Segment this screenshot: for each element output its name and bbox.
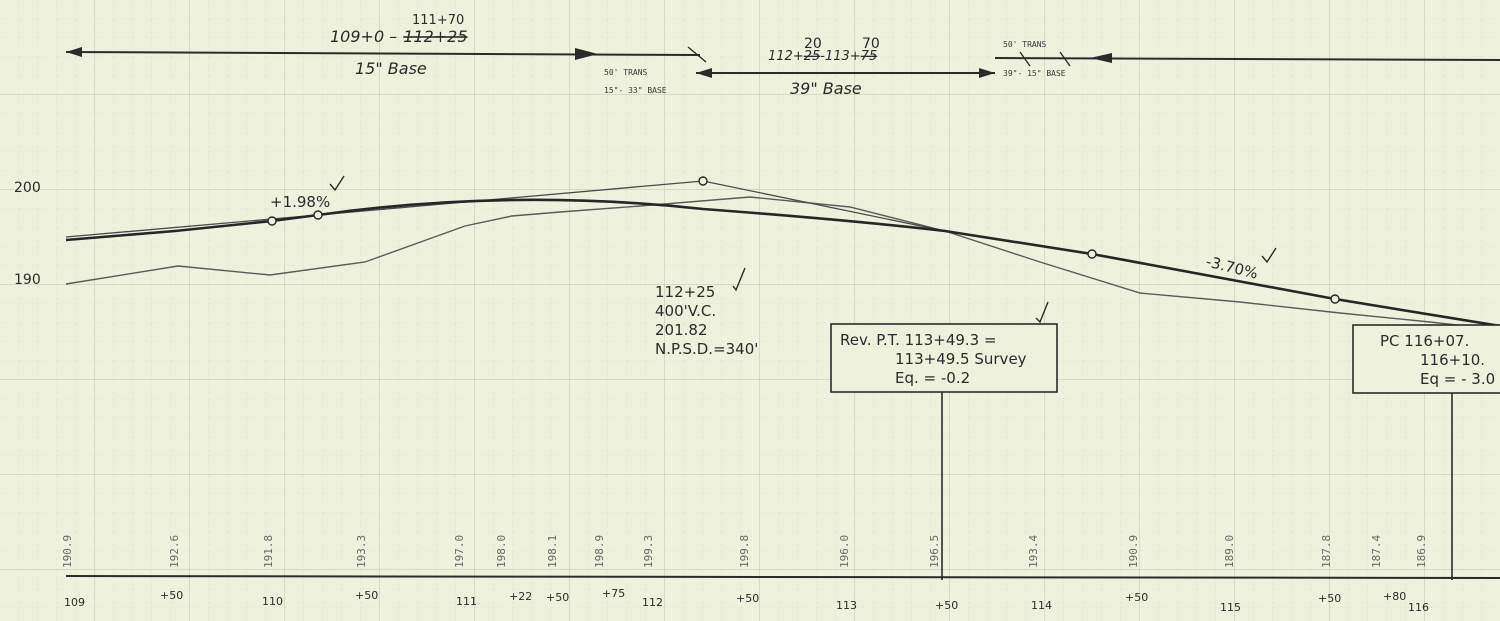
elevation-label: 199.3 <box>642 535 655 568</box>
trans-note-b2: 39"- 15" BASE <box>1003 69 1066 78</box>
station-label: +50 <box>160 589 183 602</box>
y-label-190: 190 <box>14 272 41 288</box>
station-label: 109 <box>64 596 85 609</box>
station-label: +50 <box>546 591 569 604</box>
station-label: +22 <box>509 590 532 603</box>
station-label: 116 <box>1408 601 1429 614</box>
elevation-label: 190.9 <box>61 535 74 568</box>
trans-note-a2: 15"- 33" BASE <box>604 86 667 95</box>
station-label: 114 <box>1031 599 1052 612</box>
elevation-label: 187.8 <box>1320 535 1333 568</box>
elevation-label: 193.4 <box>1027 535 1040 568</box>
equation-box-1-line3: Eq. = -0.2 <box>895 369 970 387</box>
pvi-point <box>698 176 708 186</box>
equation-box-2 <box>1352 324 1500 394</box>
arrowhead-mid-left-icon <box>696 68 712 78</box>
station-label: 111 <box>456 595 477 608</box>
elevation-label: 198.1 <box>546 535 559 568</box>
arrowhead-trans-icon <box>575 48 598 60</box>
station-label: +50 <box>1125 591 1148 604</box>
station-label: 115 <box>1220 601 1241 614</box>
finished-grade-line <box>65 198 1500 328</box>
trans-tick-right-a <box>1019 51 1031 67</box>
pt-point <box>1087 249 1097 259</box>
elevation-label: 190.9 <box>1127 535 1140 568</box>
elevation-label: 198.0 <box>495 535 508 568</box>
trans-tick-right-b <box>1059 51 1071 67</box>
elevation-label: 191.8 <box>262 535 275 568</box>
base-range-mid: 112+25-113+75 <box>768 49 877 64</box>
elevation-label: 196.0 <box>838 535 851 568</box>
elevation-label: 197.0 <box>453 535 466 568</box>
elevation-label: 187.4 <box>1370 535 1383 568</box>
station-label: +75 <box>602 587 625 600</box>
trans-tick <box>687 46 707 63</box>
station-label: +50 <box>1318 592 1341 605</box>
base-range-left-revised: 111+70 <box>412 13 464 28</box>
elevation-label: 193.3 <box>355 535 368 568</box>
station-label: +80 <box>1383 590 1406 603</box>
elevation-label: 192.6 <box>168 535 181 568</box>
grade-tangent-line <box>65 180 946 238</box>
checkmark-icon <box>1035 301 1049 324</box>
pc-point <box>1330 294 1340 304</box>
elevation-label: 189.0 <box>1223 535 1236 568</box>
arrowhead-left-icon <box>66 47 82 57</box>
elevation-label: 186.9 <box>1415 535 1428 568</box>
arrowhead-mid-right-icon <box>979 68 995 78</box>
station-label: 113 <box>836 599 857 612</box>
station-label: 112 <box>642 596 663 609</box>
checkmark-icon <box>732 267 746 292</box>
equation-box-1 <box>830 323 1058 393</box>
checkmark-icon <box>1261 247 1277 264</box>
y-label-200: 200 <box>14 180 41 196</box>
equation-box-2-line1: PC 116+07. <box>1380 332 1469 350</box>
elevation-labels: 190.9 192.6 191.8 193.3 197.0 198.0 198.… <box>61 535 1428 568</box>
base-label-left: 15" Base <box>355 59 427 78</box>
trans-note-a1: 50' TRANS <box>604 68 648 77</box>
vc-station: 112+25 <box>655 283 715 301</box>
checkmark-icon <box>329 175 345 192</box>
base-label-mid: 39" Base <box>790 79 862 98</box>
grade-left-label: +1.98% <box>270 193 330 211</box>
vc-elevation: 201.82 <box>655 321 708 339</box>
station-label: +50 <box>355 589 378 602</box>
station-label: +50 <box>935 599 958 612</box>
equation-box-1-line2: 113+49.5 Survey <box>895 350 1027 368</box>
equation-box-2-line3: Eq = - 3.0 <box>1420 370 1495 388</box>
grade-point <box>313 210 323 220</box>
pvc-point <box>267 216 277 226</box>
base-range-mid-revised-a: 20 <box>804 36 822 52</box>
station-label: +50 <box>736 592 759 605</box>
station-labels: 109 +50 110 +50 111 +22 +50 +75 112 +50 … <box>64 587 1429 614</box>
base-extent-line-right <box>994 57 1500 61</box>
station-baseline <box>65 575 1500 579</box>
ground-profile-line <box>65 196 1500 331</box>
elevation-label: 198.9 <box>593 535 606 568</box>
vc-sight-distance: N.P.S.D.=340' <box>655 340 758 358</box>
trans-note-b1: 50' TRANS <box>1003 40 1047 49</box>
base-range-mid-revised-b: 70 <box>862 36 880 52</box>
equation-box-2-line2: 116+10. <box>1420 351 1485 369</box>
base-range-left: 109+0 –112+25 <box>330 27 468 46</box>
station-label: 110 <box>262 595 283 608</box>
arrowhead-right-icon <box>1090 53 1112 63</box>
elevation-label: 196.5 <box>928 535 941 568</box>
vc-length: 400'V.C. <box>655 302 716 320</box>
equation-box-1-line1: Rev. P.T. 113+49.3 = <box>840 331 997 349</box>
elevation-label: 199.8 <box>738 535 751 568</box>
